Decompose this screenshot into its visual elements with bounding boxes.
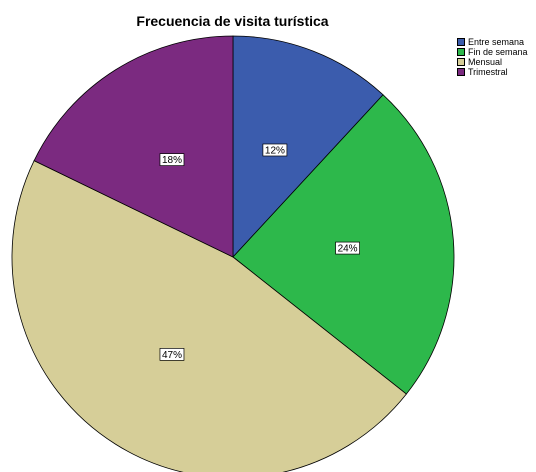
pie-label-fin-de-semana: 24% xyxy=(335,241,360,255)
pie-label-mensual: 47% xyxy=(159,348,185,361)
pie-label-trimestral: 18% xyxy=(159,153,185,166)
pie-label-box xyxy=(159,153,185,166)
pie-label-text: 24% xyxy=(338,244,358,255)
legend-item-entre-semana: Entre semana xyxy=(457,37,528,47)
legend-item-trimestral: Trimestral xyxy=(457,67,528,77)
pie-label-text: 12% xyxy=(265,145,285,156)
legend-item-mensual: Mensual xyxy=(457,57,528,67)
pie-slice-entre-semana xyxy=(232,35,384,259)
pie-label-box xyxy=(335,241,360,255)
pie-label-text: 47% xyxy=(162,350,182,361)
legend-label-mensual: Mensual xyxy=(468,57,503,67)
legend-swatch-trimestral xyxy=(457,68,465,76)
legend-swatch-entre-semana xyxy=(457,38,465,46)
pie-label-box xyxy=(159,348,185,361)
pie-slice-trimestral xyxy=(33,35,234,258)
legend-item-fin-de-semana: Fin de semana xyxy=(457,47,528,57)
legend-label-fin-de-semana: Fin de semana xyxy=(468,47,528,57)
pie-label-box xyxy=(262,143,288,157)
chart-title: Frecuencia de visita turística xyxy=(136,13,329,29)
pie-slice-mensual xyxy=(11,160,407,472)
legend-label-trimestral: Trimestral xyxy=(468,67,508,77)
legend-label-entre-semana: Entre semana xyxy=(468,37,525,47)
pie-label-entre-semana: 12% xyxy=(262,143,288,157)
chart-legend: Entre semana Fin de semana Mensual Trime… xyxy=(457,37,528,77)
legend-swatch-mensual xyxy=(457,58,465,66)
pie-label-text: 18% xyxy=(162,155,182,166)
legend-swatch-fin-de-semana xyxy=(457,48,465,56)
